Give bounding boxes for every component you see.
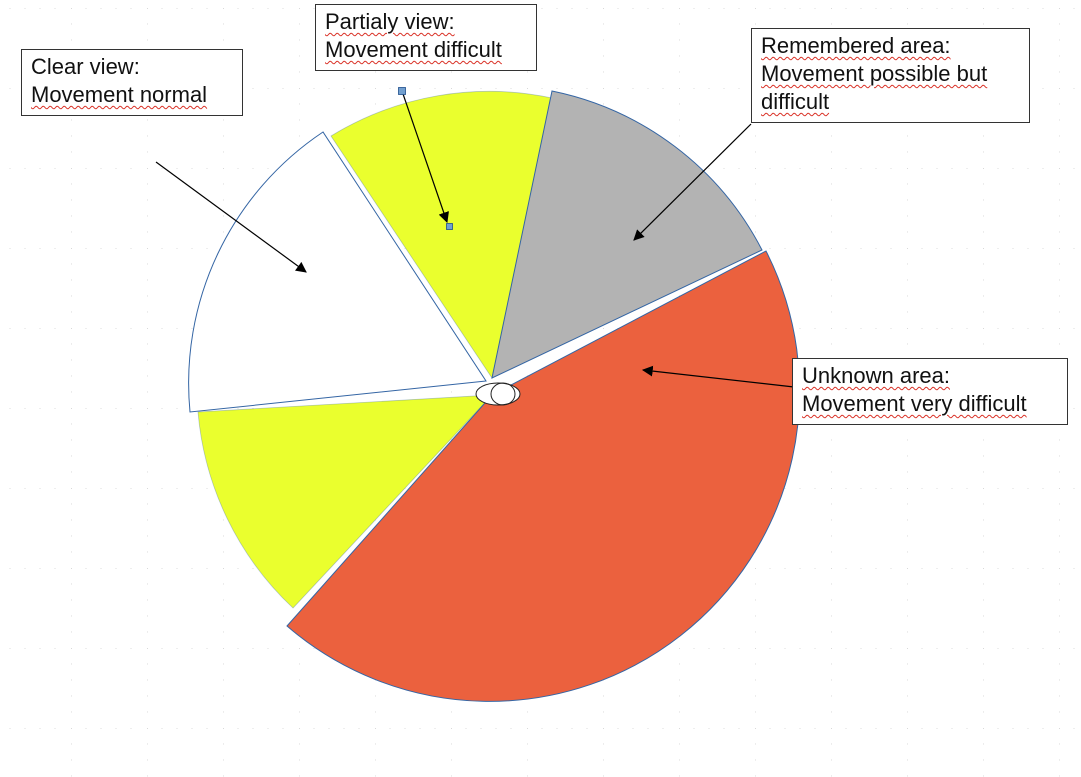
partial-view-sector-lower[interactable] [197,394,493,609]
remembered-area-description-line1: Movement possible but [761,61,988,86]
clear-view-title: Clear view: [31,54,140,79]
view-pie [188,90,801,702]
arrow-handle-end[interactable] [446,223,453,230]
clear-view-arrow[interactable] [155,161,307,273]
partial-view-description: Movement difficult [325,37,502,62]
viewer-marker [475,382,521,406]
partial-view-label[interactable]: Partialy view: Movement difficult [315,4,537,71]
partial-view-arrow[interactable] [401,90,449,224]
unknown-area-arrow[interactable] [641,365,795,388]
remembered-area-title: Remembered area: [761,33,951,58]
clear-view-description: Movement normal [31,82,208,107]
remembered-area-arrow[interactable] [633,123,752,241]
remembered-area-label[interactable]: Remembered area: Movement possible but d… [751,28,1030,123]
unknown-area-description: Movement very difficult [802,391,1027,416]
remembered-area-description-line2: difficult [761,89,830,114]
arrow-handle-start[interactable] [398,87,406,95]
partial-view-sector-upper[interactable] [330,91,553,380]
partial-view-title: Partialy view: [325,9,455,34]
clear-view-label[interactable]: Clear view: Movement normal [21,49,243,116]
clear-view-sector[interactable] [188,131,487,413]
unknown-area-label[interactable]: Unknown area: Movement very difficult [792,358,1068,425]
remembered-area-sector[interactable] [491,90,763,379]
unknown-area-title: Unknown area: [802,363,950,388]
